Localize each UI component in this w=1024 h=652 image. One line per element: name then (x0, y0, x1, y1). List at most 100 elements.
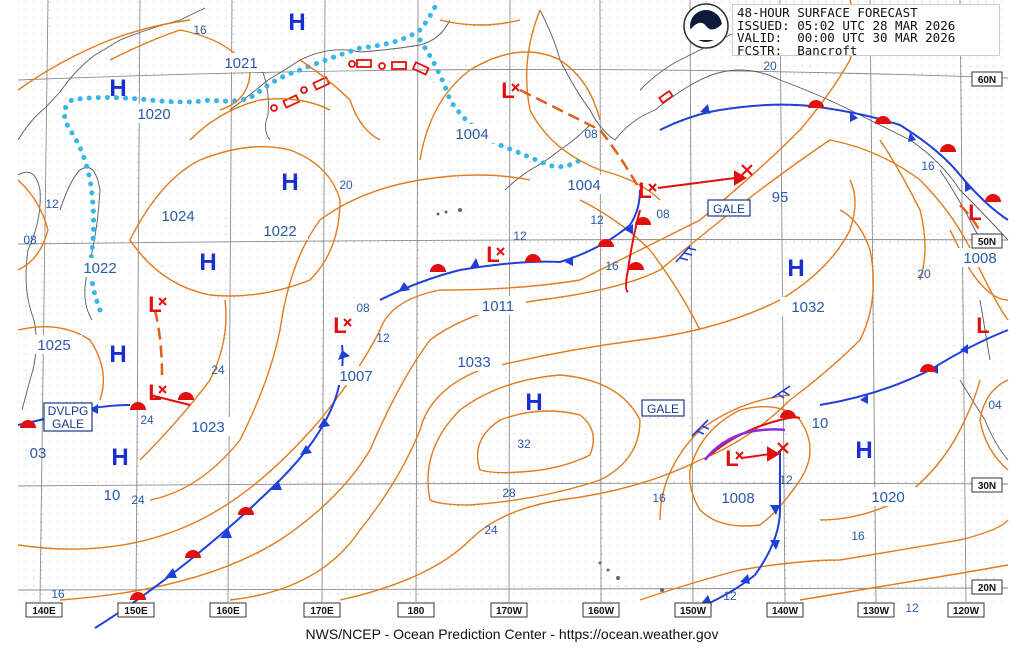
valid-time: VALID: 00:00 UTC 30 MAR 2026 (737, 30, 956, 45)
svg-text:150W: 150W (680, 606, 707, 617)
svg-text:12: 12 (723, 589, 737, 603)
svg-text:140E: 140E (32, 606, 56, 617)
gale-warning-box: GALE (707, 199, 751, 217)
low-center-symbol: L (333, 313, 346, 338)
svg-text:12: 12 (905, 601, 919, 615)
high-center-symbol: H (109, 341, 126, 368)
svg-text:04: 04 (988, 398, 1002, 412)
svg-text:1004: 1004 (567, 177, 600, 194)
pressure-box: 1020 (860, 487, 916, 506)
svg-text:1025: 1025 (37, 337, 70, 354)
low-center-symbol: L (638, 178, 651, 203)
low-center-symbol: L (501, 78, 514, 103)
high-center-symbol: H (111, 444, 128, 471)
svg-text:50N: 50N (978, 237, 996, 248)
svg-text:10: 10 (812, 415, 829, 432)
low-center-symbol: L (148, 380, 161, 405)
svg-text:1007: 1007 (339, 368, 372, 385)
svg-text:30N: 30N (978, 481, 996, 492)
svg-text:130W: 130W (863, 606, 890, 617)
svg-text:32: 32 (517, 437, 531, 451)
svg-text:150E: 150E (124, 606, 148, 617)
svg-text:DVLPG: DVLPG (48, 404, 89, 418)
pressure-box: 1024 (150, 206, 206, 225)
svg-text:1008: 1008 (963, 250, 996, 267)
svg-text:1020: 1020 (871, 489, 904, 506)
svg-text:24: 24 (140, 413, 154, 427)
svg-text:1021: 1021 (224, 55, 257, 72)
low-center-x (158, 83, 744, 460)
cold-front-triangles (90, 104, 973, 605)
svg-text:24: 24 (211, 363, 225, 377)
svg-text:1011: 1011 (482, 298, 514, 315)
svg-text:12: 12 (376, 331, 390, 345)
warm-front-bumps (20, 100, 1001, 600)
svg-text:08: 08 (656, 207, 670, 221)
svg-text:08: 08 (356, 301, 370, 315)
pressure-box: 1008 (710, 488, 766, 507)
high-center-symbol: H (525, 389, 542, 416)
svg-text:1022: 1022 (83, 260, 116, 277)
islands (436, 208, 664, 592)
svg-text:16: 16 (921, 159, 935, 173)
low-center-symbol: L (486, 242, 499, 267)
svg-text:120W: 120W (953, 606, 980, 617)
svg-text:20N: 20N (978, 583, 996, 594)
svg-text:28: 28 (502, 486, 516, 500)
stationary-front (704, 428, 786, 461)
high-center-symbol: H (787, 255, 804, 282)
low-center-symbol: L (725, 446, 738, 471)
svg-text:16: 16 (193, 23, 207, 37)
pressure-labels: 1021 1020 1024 1022 1022 1025 1023 1033 … (26, 53, 1008, 507)
forecaster-name: FCSTR: Bancroft (737, 42, 858, 58)
coastlines (17, 7, 1009, 461)
pressure-box: 1032 (780, 297, 836, 316)
pressure-box: 1004 (556, 175, 612, 194)
svg-text:20: 20 (763, 59, 777, 73)
x-markers (741, 164, 789, 454)
svg-text:16: 16 (851, 529, 865, 543)
svg-text:16: 16 (51, 587, 65, 601)
pressure-box: 1004 (444, 124, 500, 143)
svg-text:24: 24 (484, 523, 498, 537)
svg-text:1008: 1008 (721, 490, 754, 507)
svg-text:140W: 140W (772, 606, 799, 617)
svg-text:95: 95 (772, 189, 789, 206)
occluded-and-warm-lines (149, 209, 801, 456)
svg-text:10: 10 (104, 487, 121, 504)
ice-floe-markers (270, 59, 674, 112)
isobar-value-labels: 16 20 08 12 16 12 08 95 16 20 12 08 24 2… (23, 23, 1002, 615)
high-center-symbol: H (199, 249, 216, 276)
svg-text:180: 180 (408, 606, 425, 617)
high-center-symbol: H (855, 437, 872, 464)
pressure-box: 1007 (328, 366, 384, 385)
pressure-box: 1011 (470, 296, 526, 315)
pressure-box: 1023 (180, 417, 236, 436)
low-center-symbol: L (976, 313, 989, 338)
forecast-header: 48-HOUR SURFACE FORECAST ISSUED: 05:02 U… (732, 4, 1000, 56)
svg-text:1033: 1033 (457, 354, 490, 371)
gale-warning-box: GALE (641, 399, 685, 417)
high-pressure-centers: H H H H H H H H H (109, 9, 872, 471)
svg-text:1004: 1004 (455, 126, 488, 143)
latitude-labels: 60N 50N 30N 20N (971, 71, 1003, 595)
longitude-labels: 140E 150E 160E 170E 180 170W 160W 150W 1… (25, 602, 985, 618)
svg-text:1024: 1024 (161, 208, 194, 225)
pressure-box: 1033 (446, 352, 502, 371)
svg-text:GALE: GALE (647, 402, 679, 416)
svg-text:20: 20 (917, 267, 931, 281)
svg-text:12: 12 (513, 229, 527, 243)
svg-text:03: 03 (30, 445, 47, 462)
svg-text:08: 08 (23, 233, 37, 247)
noaa-logo-icon (683, 3, 729, 49)
svg-text:1020: 1020 (137, 106, 170, 123)
high-center-symbol: H (281, 169, 298, 196)
low-pressure-centers: L L L L L L L L L (148, 78, 989, 471)
svg-text:20: 20 (339, 178, 353, 192)
wind-barbs (675, 245, 791, 437)
svg-text:GALE: GALE (713, 202, 745, 216)
low-movement-arrows (657, 170, 780, 462)
